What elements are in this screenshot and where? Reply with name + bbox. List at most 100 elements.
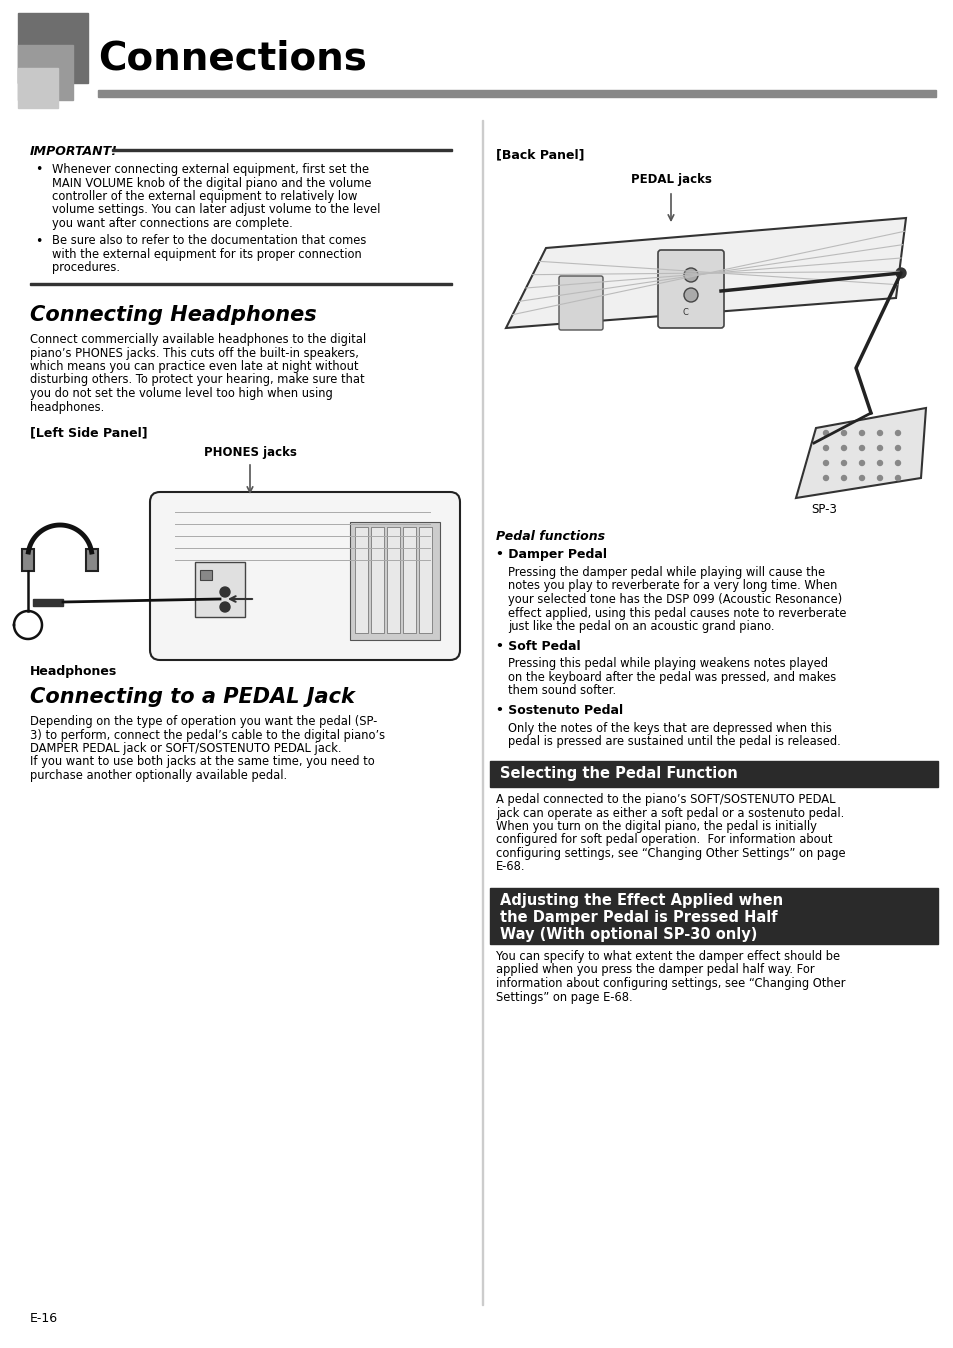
Text: applied when you press the damper pedal half way. For: applied when you press the damper pedal …	[496, 964, 814, 976]
Text: effect applied, using this pedal causes note to reverberate: effect applied, using this pedal causes …	[507, 607, 845, 620]
Text: PHONES jacks: PHONES jacks	[203, 446, 296, 460]
Text: If you want to use both jacks at the same time, you need to: If you want to use both jacks at the sam…	[30, 755, 375, 768]
Text: them sound softer.: them sound softer.	[507, 685, 616, 697]
Circle shape	[841, 445, 845, 450]
Text: you do not set the volume level too high when using: you do not set the volume level too high…	[30, 387, 333, 400]
Text: controller of the external equipment to relatively low: controller of the external equipment to …	[52, 190, 357, 204]
Circle shape	[822, 476, 827, 480]
Text: • Sostenuto Pedal: • Sostenuto Pedal	[496, 704, 622, 717]
Bar	[490, 888, 937, 944]
Text: •: •	[35, 235, 42, 248]
Bar	[350, 522, 439, 640]
Text: 3) to perform, connect the pedal’s cable to the digital piano’s: 3) to perform, connect the pedal’s cable…	[30, 728, 385, 741]
Bar	[86, 549, 98, 572]
Text: C: C	[682, 307, 688, 317]
Bar	[18, 67, 58, 108]
Text: which means you can practice even late at night without: which means you can practice even late a…	[30, 360, 358, 373]
Bar	[33, 599, 63, 607]
Circle shape	[877, 445, 882, 450]
Text: Pressing the damper pedal while playing will cause the: Pressing the damper pedal while playing …	[507, 566, 824, 580]
Text: DAMPER PEDAL jack or SOFT/SOSTENUTO PEDAL jack.: DAMPER PEDAL jack or SOFT/SOSTENUTO PEDA…	[30, 741, 341, 755]
Text: When you turn on the digital piano, the pedal is initially: When you turn on the digital piano, the …	[496, 820, 816, 833]
Polygon shape	[795, 408, 925, 497]
FancyBboxPatch shape	[658, 249, 723, 328]
Text: the Damper Pedal is Pressed Half: the Damper Pedal is Pressed Half	[499, 910, 777, 925]
Text: Headphones: Headphones	[30, 665, 117, 678]
Text: •: •	[35, 163, 42, 177]
Circle shape	[220, 603, 230, 612]
Text: Be sure also to refer to the documentation that comes: Be sure also to refer to the documentati…	[52, 235, 366, 248]
Circle shape	[859, 430, 863, 435]
Circle shape	[859, 461, 863, 465]
Bar	[194, 562, 245, 617]
Text: volume settings. You can later adjust volume to the level: volume settings. You can later adjust vo…	[52, 204, 380, 217]
Bar	[387, 527, 399, 634]
Text: [Left Side Panel]: [Left Side Panel]	[30, 426, 148, 439]
Circle shape	[841, 461, 845, 465]
Bar	[22, 549, 34, 572]
Bar	[98, 90, 935, 97]
Text: • Soft Pedal: • Soft Pedal	[496, 639, 580, 652]
Circle shape	[841, 476, 845, 480]
Bar	[200, 570, 212, 580]
Text: A pedal connected to the piano’s SOFT/SOSTENUTO PEDAL: A pedal connected to the piano’s SOFT/SO…	[496, 793, 835, 806]
Bar	[371, 527, 384, 634]
Text: Settings” on page E-68.: Settings” on page E-68.	[496, 991, 632, 1003]
Text: information about configuring settings, see “Changing Other: information about configuring settings, …	[496, 977, 844, 989]
FancyBboxPatch shape	[150, 492, 459, 661]
Text: MAIN VOLUME knob of the digital piano and the volume: MAIN VOLUME knob of the digital piano an…	[52, 177, 371, 190]
Text: • Damper Pedal: • Damper Pedal	[496, 549, 606, 561]
Text: Connect commercially available headphones to the digital: Connect commercially available headphone…	[30, 333, 366, 346]
Circle shape	[877, 461, 882, 465]
Bar	[355, 527, 368, 634]
Bar	[418, 527, 432, 634]
Text: You can specify to what extent the damper effect should be: You can specify to what extent the dampe…	[496, 950, 840, 962]
Text: with the external equipment for its proper connection: with the external equipment for its prop…	[52, 248, 361, 262]
Bar	[490, 762, 937, 787]
Circle shape	[895, 445, 900, 450]
Circle shape	[220, 586, 230, 597]
Bar	[112, 150, 452, 151]
Circle shape	[895, 430, 900, 435]
Text: on the keyboard after the pedal was pressed, and makes: on the keyboard after the pedal was pres…	[507, 671, 836, 683]
Text: Adjusting the Effect Applied when: Adjusting the Effect Applied when	[499, 892, 782, 909]
Text: Only the notes of the keys that are depressed when this: Only the notes of the keys that are depr…	[507, 723, 831, 735]
Bar	[481, 120, 483, 1305]
Circle shape	[822, 461, 827, 465]
Circle shape	[877, 476, 882, 480]
Text: Connecting to a PEDAL Jack: Connecting to a PEDAL Jack	[30, 687, 355, 706]
Text: Selecting the Pedal Function: Selecting the Pedal Function	[499, 766, 737, 780]
Circle shape	[877, 430, 882, 435]
Bar	[30, 283, 452, 284]
Text: Way (With optional SP-30 only): Way (With optional SP-30 only)	[499, 927, 757, 942]
Circle shape	[895, 461, 900, 465]
Text: Depending on the type of operation you want the pedal (SP-: Depending on the type of operation you w…	[30, 714, 377, 728]
Circle shape	[683, 268, 698, 282]
Circle shape	[859, 445, 863, 450]
Circle shape	[822, 430, 827, 435]
Text: jack can operate as either a soft pedal or a sostenuto pedal.: jack can operate as either a soft pedal …	[496, 806, 843, 820]
Text: procedures.: procedures.	[52, 262, 120, 275]
Text: Pressing this pedal while playing weakens notes played: Pressing this pedal while playing weaken…	[507, 658, 827, 670]
Circle shape	[895, 476, 900, 480]
Circle shape	[822, 445, 827, 450]
Bar	[18, 44, 73, 100]
Text: Whenever connecting external equipment, first set the: Whenever connecting external equipment, …	[52, 163, 369, 177]
Text: E-68.: E-68.	[496, 860, 525, 874]
Text: [Back Panel]: [Back Panel]	[496, 148, 584, 160]
Text: SP-3: SP-3	[810, 503, 836, 516]
Text: purchase another optionally available pedal.: purchase another optionally available pe…	[30, 768, 287, 782]
Text: you want after connections are complete.: you want after connections are complete.	[52, 217, 293, 231]
Text: Connections: Connections	[98, 39, 367, 77]
Bar	[402, 527, 416, 634]
Text: configured for soft pedal operation.  For information about: configured for soft pedal operation. For…	[496, 833, 832, 847]
Text: configuring settings, see “Changing Other Settings” on page: configuring settings, see “Changing Othe…	[496, 847, 844, 860]
Text: Pedal functions: Pedal functions	[496, 530, 604, 543]
Circle shape	[895, 268, 905, 278]
Text: headphones.: headphones.	[30, 400, 104, 414]
Text: your selected tone has the DSP 099 (Acoustic Resonance): your selected tone has the DSP 099 (Acou…	[507, 593, 841, 607]
Polygon shape	[505, 218, 905, 328]
Text: IMPORTANT!: IMPORTANT!	[30, 146, 118, 158]
Circle shape	[859, 476, 863, 480]
Text: pedal is pressed are sustained until the pedal is released.: pedal is pressed are sustained until the…	[507, 736, 840, 748]
